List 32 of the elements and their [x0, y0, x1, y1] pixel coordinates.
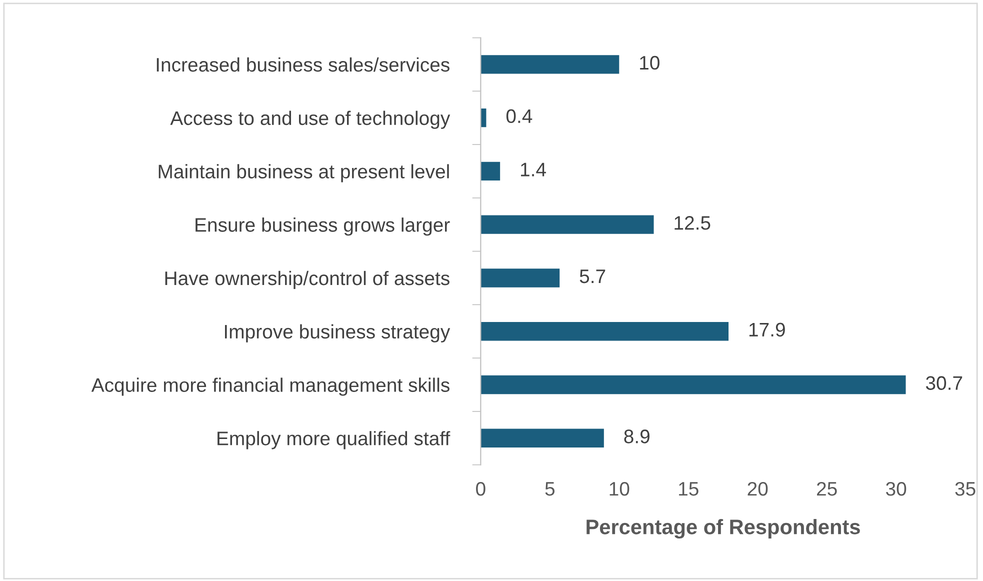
x-tick-label: 0	[476, 482, 486, 496]
y-tick-label: Employ more qualified staff	[218, 431, 450, 450]
y-tick-label: Improve business strategy	[224, 324, 450, 342]
x-axis-title: Percentage of Respondents	[586, 519, 860, 539]
data-label: 1.4	[521, 162, 546, 176]
y-tick-label: Acquire more financial management skills	[91, 378, 450, 396]
x-tick-label: 20	[748, 482, 768, 496]
x-tick-label: 30	[886, 482, 906, 496]
y-tick-label: Access to and use of technology	[170, 110, 450, 129]
x-tick-label: 5	[545, 482, 555, 496]
y-tick-label: Ensure business grows larger	[196, 218, 450, 236]
data-label: 8.9	[624, 430, 650, 444]
data-label: 30.7	[926, 376, 962, 390]
data-label: 17.9	[749, 322, 785, 337]
data-label: 10	[640, 56, 660, 70]
y-tick-label: Have ownership/control of assets	[165, 270, 450, 290]
bar	[480, 55, 620, 74]
bar	[480, 322, 729, 341]
x-tick-label: 35	[955, 482, 976, 496]
bar	[480, 375, 906, 394]
bar	[480, 162, 500, 181]
y-tick-label: Increased business sales/services	[156, 57, 450, 72]
bar	[480, 215, 654, 234]
x-tick-label: 15	[679, 482, 698, 496]
data-label: 12.5	[674, 216, 710, 230]
y-tick-label: Maintain business at present level	[158, 164, 449, 182]
bar	[480, 268, 560, 288]
bar	[480, 428, 604, 448]
x-tick-label: 10	[610, 482, 630, 496]
data-label: 0.4	[506, 109, 532, 124]
x-tick-label: 25	[817, 482, 837, 496]
data-label: 5.7	[580, 270, 606, 284]
